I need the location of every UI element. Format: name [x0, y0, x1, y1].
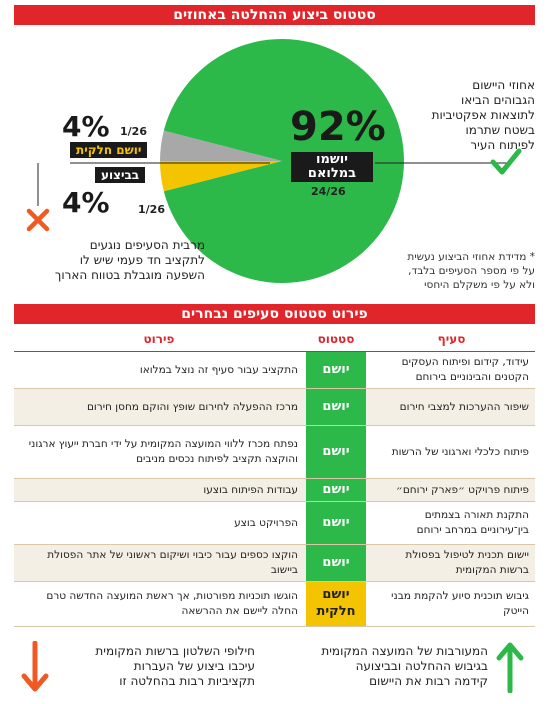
row-item: פיתוח כלכלי וארגוני של הרשות	[368, 425, 535, 479]
right-note-line2: הגבוהים הביאו	[460, 93, 535, 107]
status-badge: יושם	[306, 545, 366, 581]
row-item: יישום תכנית לטיפול בפסולת ברשות המקומית	[368, 544, 535, 582]
row-status-cell: יושם חלקית	[304, 581, 368, 627]
footer-right-line1: המעורבות של המועצה המקומית	[321, 644, 488, 658]
left-note-line2: לתקציב חד פעמי שיש לו	[79, 253, 205, 267]
row-item: גיבוש תוכנית סיוע להקמת מבני הייטק	[368, 581, 535, 627]
footer-left-line3: תקציביות רבות בהחלטה זו	[119, 674, 255, 688]
full-label: יושמו במלואם	[291, 152, 373, 182]
inprogress-label: בביצוע	[95, 167, 146, 183]
right-note-line4: בשטח שתרמו	[465, 123, 535, 137]
status-badge: יושם	[306, 426, 366, 478]
pie-slice-inprogress	[160, 130, 282, 161]
footer-left-note: חילופי השלטון ברשות המקומית עיכבו ביצוע …	[55, 644, 255, 689]
left-note: מרבית הסעיפים נוגעים לתקציב חד פעמי שיש …	[30, 238, 205, 283]
table-header-row: סעיף סטטוס פירוט	[14, 327, 535, 352]
header-status: סטטוס	[304, 327, 368, 352]
table-row: יישום תכנית לטיפול בפסולת ברשות המקומית י…	[14, 544, 535, 582]
table-row: פיתוח פרויקט ״פארק ירוחם״ יושם עבודות הפית…	[14, 478, 535, 502]
arrow-down-icon	[21, 641, 49, 692]
status-badge: יושם	[306, 502, 366, 544]
row-item: עידוד, קידום ופיתוח העסקים הקטנים והבינו…	[368, 351, 535, 389]
row-item: התקנת תאורה בצמתים בין־עירוניים במרחב יר…	[368, 501, 535, 545]
status-badge: יושם	[306, 389, 366, 425]
left-note-line3: השפעה מוגבלת בטווח הארוך	[54, 268, 205, 282]
footnote: * מדידת אחוזי הביצוע נעשית על פי מספר הס…	[395, 250, 535, 292]
row-detail: עבודות הפיתוח בוצעו	[14, 478, 304, 502]
footer-right-line3: קידמה רבות את היישום	[369, 674, 488, 688]
inprogress-percent: 4%	[62, 186, 110, 219]
inprogress-fraction: 1/26	[138, 203, 165, 216]
left-note-line1: מרבית הסעיפים נוגעים	[89, 238, 205, 252]
table-row: גיבוש תוכנית סיוע להקמת מבני הייטק יושם ח…	[14, 581, 535, 627]
footer-left-line2: עיכבו ביצוע של העברות	[133, 659, 255, 673]
row-status-cell: יושם	[304, 501, 368, 545]
connector-lines	[37, 162, 510, 206]
status-badge: יושם	[306, 479, 366, 501]
full-label-line1: יושמו	[315, 152, 349, 167]
row-status-cell: יושם	[304, 425, 368, 479]
footer-right-note: המעורבות של המועצה המקומית בגיבוש ההחלטה…	[300, 644, 488, 689]
table-row: שיפור ההערכות למצבי חירום יושם מרכז ההפעלה…	[14, 388, 535, 426]
row-detail: הוגשו תוכניות מפורטות, אך ראשת המועצה הח…	[14, 581, 304, 627]
table-row: עידוד, קידום ופיתוח העסקים הקטנים והבינו…	[14, 351, 535, 389]
row-detail: הפרויקט בוצע	[14, 501, 304, 545]
table-row: פיתוח כלכלי וארגוני של הרשות יושם נפתח מכר…	[14, 425, 535, 479]
row-detail: נפתח מכרז ללווי המועצה המקומית על ידי חב…	[14, 425, 304, 479]
pie-chart	[160, 38, 404, 283]
right-note: אחוזי היישום הגבוהים הביאו לתוצאות אפקטי…	[425, 78, 535, 153]
header-detail: פירוט	[14, 327, 304, 352]
arrow-up-icon	[496, 642, 524, 693]
footer-right-line2: בגיבוש ההחלטה ובביצועה	[355, 659, 488, 673]
full-fraction: 24/26	[311, 185, 346, 198]
right-note-line1: אחוזי היישום	[472, 78, 535, 92]
full-percent: 92%	[290, 104, 386, 150]
row-item: פיתוח פרויקט ״פארק ירוחם״	[368, 478, 535, 502]
row-status-cell: יושם	[304, 388, 368, 426]
row-status-cell: יושם	[304, 544, 368, 582]
row-detail: הוקצו כספים עבור כיבוי ושיקום ראשוני של …	[14, 544, 304, 582]
full-label-line2: במלואם	[307, 166, 357, 181]
footnote-line3: ולא על פי משקלם היחסי	[424, 279, 535, 291]
status-badge: יושם	[306, 352, 366, 388]
footnote-line2: על פי מספר הסעיפים בלבד,	[408, 265, 535, 277]
table-title-banner: פירוט סטטוס סעיפים נבחרים	[14, 304, 535, 324]
partial-label: יושם חלקית	[70, 142, 148, 158]
pie-slice-full	[163, 38, 404, 283]
footnote-line1: * מדידת אחוזי הביצוע נעשית	[407, 251, 535, 263]
partial-fraction: 1/26	[120, 125, 147, 138]
footer-left-line1: חילופי השלטון ברשות המקומית	[95, 644, 255, 658]
check-icon	[490, 148, 522, 175]
chart-title-banner: סטטוס ביצוע ההחלטה באחוזים	[14, 5, 535, 25]
table-row: התקנת תאורה בצמתים בין־עירוניים במרחב יר…	[14, 501, 535, 545]
x-icon	[26, 208, 50, 232]
right-note-line5: לפיתוח העיר	[470, 138, 535, 152]
row-status-cell: יושם	[304, 351, 368, 389]
partial-percent: 4%	[62, 110, 110, 143]
status-badge: יושם חלקית	[306, 582, 366, 626]
row-status-cell: יושם	[304, 478, 368, 502]
pie-slice-partial	[160, 161, 282, 192]
right-note-line3: לתוצאות אפקטיביות	[431, 108, 535, 122]
header-item: סעיף	[368, 327, 535, 352]
row-detail: התקציב עבור סעיף זה נוצל במלואו	[14, 351, 304, 389]
status-table: סעיף סטטוס פירוט עידוד, קידום ופיתוח העס…	[14, 327, 535, 627]
row-detail: מרכז ההפעלה לחירום שופץ והוקם מחסן חירום	[14, 388, 304, 426]
row-item: שיפור ההערכות למצבי חירום	[368, 388, 535, 426]
